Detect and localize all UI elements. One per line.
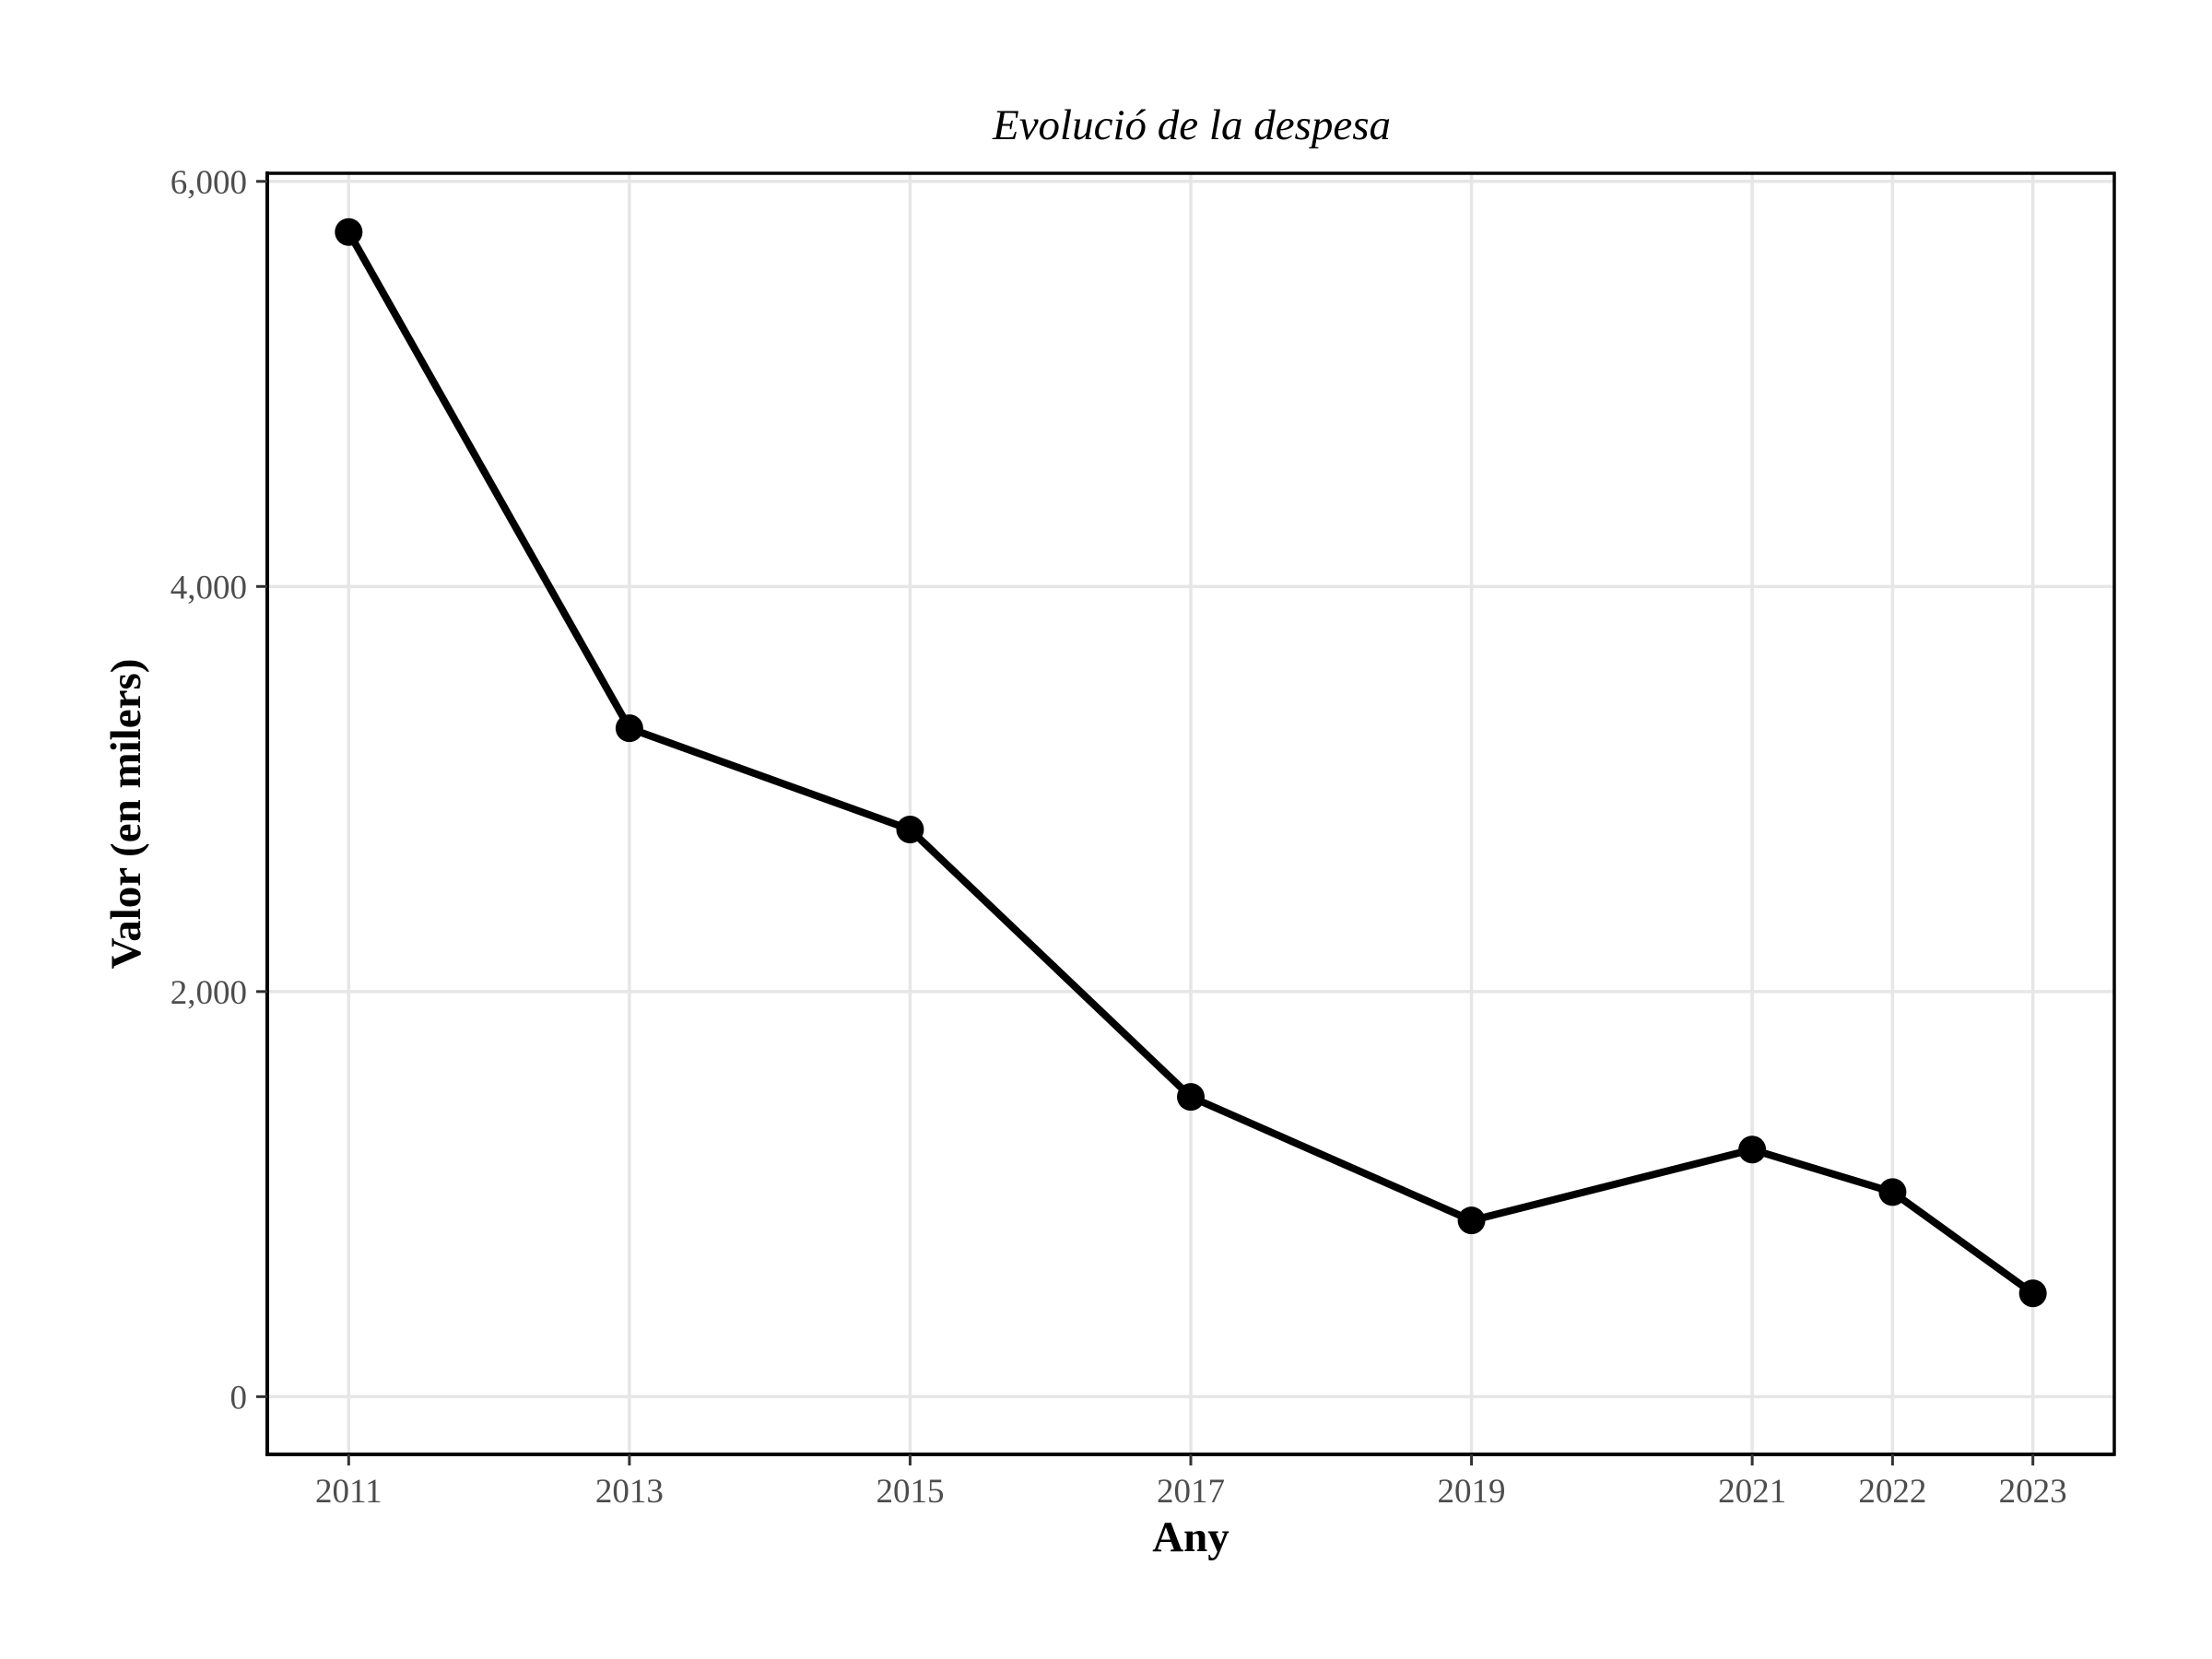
x-tick-label: 2013 [595, 1473, 664, 1511]
y-tick-label: 4,000 [171, 569, 247, 606]
chart-title: Evolució de la despesa [992, 101, 1391, 149]
data-point-2015 [896, 816, 924, 844]
data-point-2011 [335, 218, 363, 246]
data-point-2013 [615, 714, 643, 743]
grid-lines [267, 173, 2114, 1454]
y-tick-label: 0 [230, 1379, 248, 1417]
x-axis-title: Any [1152, 1513, 1230, 1561]
x-tick-label: 2017 [1157, 1473, 1225, 1511]
x-tick-label: 2015 [876, 1473, 944, 1511]
y-axis-title: Valor (en milers) [102, 659, 150, 970]
data-points [335, 218, 2047, 1308]
data-point-2019 [1457, 1206, 1486, 1235]
data-point-2021 [1738, 1135, 1767, 1164]
x-tick-label: 2019 [1438, 1473, 1506, 1511]
tick-labels: 2011 2013 2015 2017 2019 2021 2022 2023 0 2,000 4,… [171, 164, 2067, 1511]
x-tick-label: 2021 [1718, 1473, 1786, 1511]
y-tick-label: 2,000 [171, 974, 247, 1012]
data-point-2022 [1878, 1178, 1907, 1206]
x-tick-label: 2011 [315, 1473, 382, 1511]
x-tick-label: 2023 [1999, 1473, 2067, 1511]
series-line-0 [345, 228, 2037, 1298]
data-point-2017 [1177, 1083, 1205, 1112]
axis-ticks [256, 180, 2035, 1465]
series-line-layer [345, 228, 2037, 1298]
y-tick-label: 6,000 [171, 164, 247, 202]
x-tick-label: 2022 [1858, 1473, 1926, 1511]
data-point-2023 [2018, 1279, 2047, 1308]
